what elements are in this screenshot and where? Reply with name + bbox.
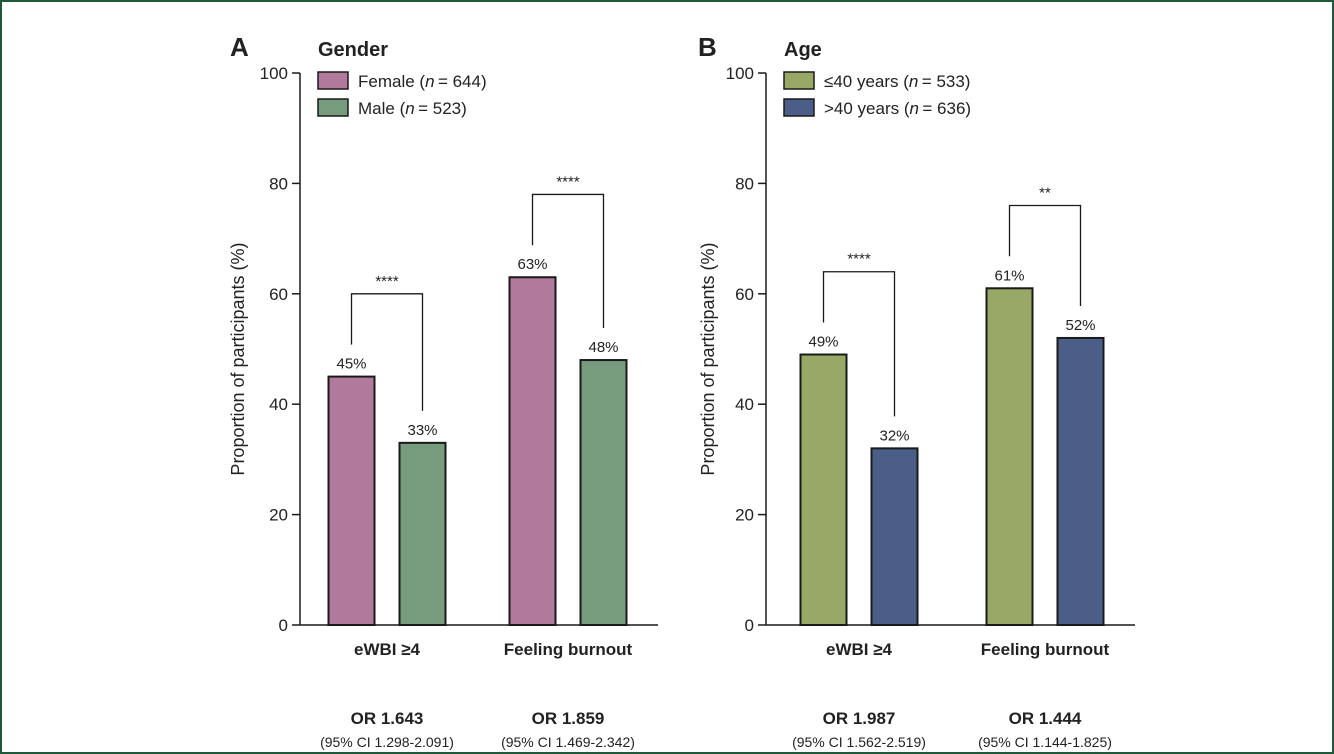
panel-b-legend-label: ≤40 years (n = 533) [824, 72, 970, 91]
panel-b-legend-swatch [783, 71, 815, 90]
panel-b-y-tick-label: 60 [735, 285, 754, 304]
panel-a-bar [508, 276, 557, 626]
panel-a-y-tick-label: 100 [260, 64, 288, 83]
panel-a-y-tick-label: 40 [269, 395, 288, 414]
panel-a-bar-value-label: 33% [407, 422, 437, 439]
panel-b-letter: B [698, 32, 717, 62]
panel-a-bar [579, 359, 628, 626]
panel-a-y-axis-title: Proportion of participants (%) [228, 242, 248, 475]
panel-b-confidence-interval: (95% CI 1.562-2.519) [792, 734, 926, 750]
panel-a-bar-value-label: 63% [517, 256, 547, 273]
panel-a-bar [327, 375, 376, 626]
panel-a-significance-stars: **** [375, 273, 399, 290]
panel-a-category-label: eWBI ≥4 [354, 640, 421, 659]
panel-b-bar-value-label: 32% [879, 427, 909, 444]
panel-b-legend-label: >40 years (n = 636) [824, 99, 971, 118]
panel-a-odds-ratio: OR 1.643 [351, 709, 424, 728]
panel-b-significance-bracket [1008, 204, 1082, 306]
panel-b-y-tick-label: 80 [735, 174, 754, 193]
panel-a-legend-swatch [317, 98, 349, 117]
panel-a-legend-label: Female (n = 644) [358, 72, 487, 91]
panel-b-odds-ratio: OR 1.987 [823, 709, 896, 728]
panel-b-category-label: Feeling burnout [981, 640, 1110, 659]
panel-a-odds-ratio: OR 1.859 [532, 709, 605, 728]
panel-b-y-tick-label: 100 [726, 64, 754, 83]
panel-a-confidence-interval: (95% CI 1.469-2.342) [501, 734, 635, 750]
panel-a-significance-bracket [350, 293, 424, 411]
panel-b-bar [985, 287, 1034, 626]
panel-b-bar-value-label: 61% [994, 267, 1024, 284]
panel-a-category-label: Feeling burnout [504, 640, 633, 659]
panel-b-y-tick-label: 40 [735, 395, 754, 414]
panel-a-significance-stars: **** [556, 173, 580, 190]
panel-b-bar [799, 353, 848, 626]
panel-a-confidence-interval: (95% CI 1.298-2.091) [320, 734, 454, 750]
panel-a-bar-value-label: 48% [588, 339, 618, 356]
panel-a-y-tick-label: 0 [279, 616, 288, 635]
panel-a-bar [398, 441, 447, 626]
panel-b-category-label: eWBI ≥4 [826, 640, 893, 659]
panel-a-legend-swatch [317, 71, 349, 90]
panel-b-legend-swatch [783, 98, 815, 117]
panel-a-y-tick-label: 80 [269, 174, 288, 193]
panel-b-bar-value-label: 52% [1065, 317, 1095, 334]
panel-a-significance-bracket [531, 193, 605, 329]
panel-b-significance-stars: ** [1039, 184, 1051, 201]
panel-a-y-tick-label: 20 [269, 506, 288, 525]
panel-b-significance-bracket [822, 271, 896, 417]
panel-a-title: Gender [318, 39, 388, 61]
panel-b-y-axis-title: Proportion of participants (%) [698, 242, 718, 475]
panel-b-odds-ratio: OR 1.444 [1009, 709, 1082, 728]
panel-b-y-tick-label: 20 [735, 506, 754, 525]
panel-a-legend-label: Male (n = 523) [358, 99, 467, 118]
panel-a-letter: A [230, 32, 249, 62]
panel-b-y-tick-label: 0 [745, 616, 754, 635]
panel-b-bar [1056, 336, 1105, 626]
panel-b-bar [870, 447, 919, 626]
panel-b-bar-value-label: 49% [808, 334, 838, 351]
panel-a-bar-value-label: 45% [336, 356, 366, 373]
panel-b-title: Age [784, 39, 822, 61]
panel-a-y-tick-label: 60 [269, 285, 288, 304]
panel-b-significance-stars: **** [847, 251, 871, 268]
panel-b-confidence-interval: (95% CI 1.144-1.825) [978, 734, 1112, 750]
